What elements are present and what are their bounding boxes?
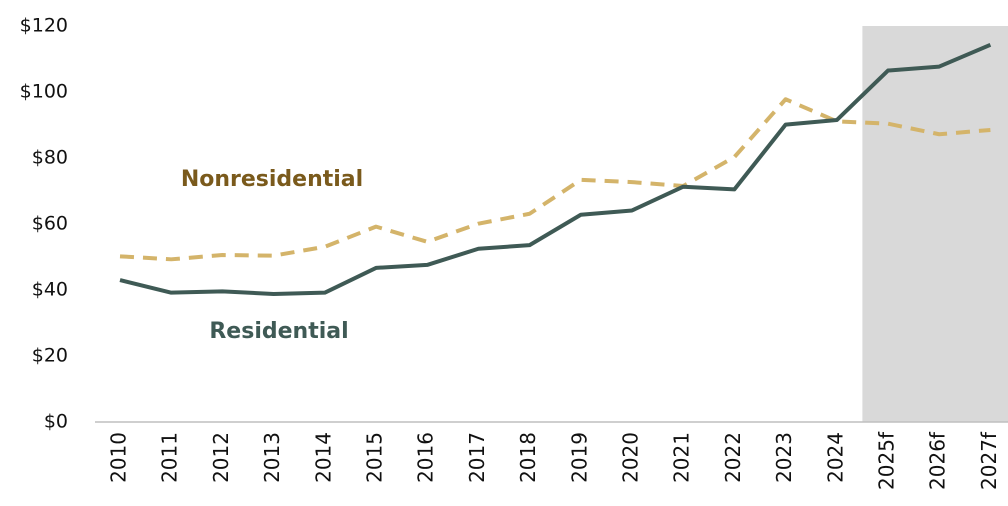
- x-tick-label: 2013: [260, 432, 284, 483]
- line-series: [119, 97, 991, 262]
- x-tick-label: 2025f: [875, 431, 899, 490]
- x-tick-label: 2024: [823, 432, 847, 483]
- x-tick-label: 2026f: [926, 431, 950, 490]
- x-tick-label: 2012: [209, 432, 233, 483]
- x-tick-label: 2016: [414, 432, 438, 483]
- y-tick-label: $40: [32, 279, 68, 301]
- x-tick-label: 2027f: [977, 431, 1001, 490]
- x-tick-label: 2023: [772, 432, 796, 483]
- y-tick-label: $120: [20, 15, 68, 37]
- y-tick-label: $80: [32, 147, 68, 169]
- x-tick-label: 2020: [619, 432, 643, 483]
- x-tick-label: 2021: [670, 432, 694, 483]
- x-tick-label: 2014: [311, 432, 335, 483]
- series-label: Nonresidential: [181, 167, 363, 192]
- x-tick-label: 2010: [107, 432, 131, 483]
- line-series: [119, 42, 992, 296]
- y-tick-label: $60: [32, 213, 68, 235]
- x-tick-label: 2019: [567, 432, 591, 483]
- y-tick-label: $100: [20, 81, 68, 103]
- x-tick-label: 2022: [721, 432, 745, 483]
- x-tick-label: 2011: [158, 432, 182, 483]
- series-label: Residential: [209, 319, 348, 344]
- x-tick-label: 2015: [363, 432, 387, 483]
- x-tick-label: 2018: [516, 432, 540, 483]
- x-tick-label: 2017: [465, 432, 489, 483]
- forecast-shade: [862, 26, 1008, 422]
- y-tick-label: $0: [44, 411, 68, 433]
- y-tick-label: $20: [32, 345, 68, 367]
